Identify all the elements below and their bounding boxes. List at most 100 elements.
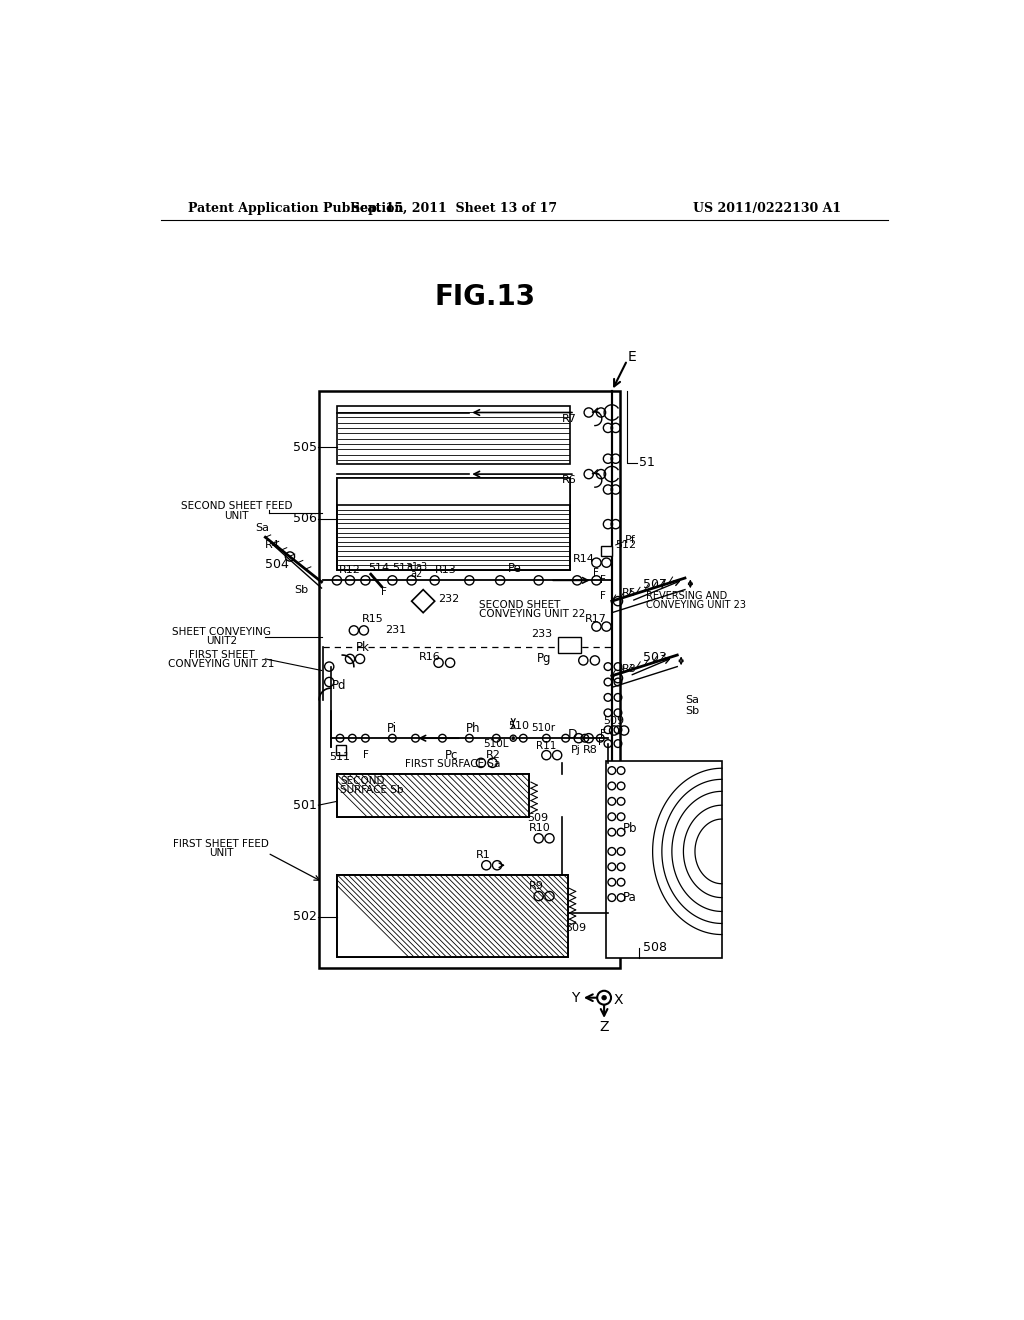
- Text: US 2011/0222130 A1: US 2011/0222130 A1: [692, 202, 841, 215]
- Text: D: D: [568, 727, 578, 741]
- Text: R11: R11: [537, 741, 557, 751]
- Text: 506: 506: [293, 512, 316, 525]
- Text: R14: R14: [573, 554, 595, 564]
- Text: R9: R9: [528, 880, 544, 891]
- Text: F: F: [381, 587, 387, 597]
- Text: CONVEYING UNIT 21: CONVEYING UNIT 21: [168, 659, 274, 669]
- Bar: [337, 775, 529, 817]
- Text: Pi: Pi: [387, 722, 397, 735]
- Text: Sb: Sb: [685, 706, 699, 717]
- Text: 514: 514: [368, 564, 389, 573]
- Text: R2: R2: [486, 750, 501, 760]
- Text: UNIT2: UNIT2: [206, 636, 237, 647]
- Text: R13: R13: [435, 565, 457, 576]
- Text: Pj: Pj: [571, 744, 581, 755]
- Text: Ph: Ph: [466, 722, 480, 735]
- Text: R1: R1: [475, 850, 490, 861]
- Text: R15: R15: [361, 614, 383, 624]
- Text: 231: 231: [385, 624, 406, 635]
- Text: 509: 509: [565, 924, 587, 933]
- Text: F: F: [600, 576, 606, 585]
- Text: CONVEYING UNIT 22: CONVEYING UNIT 22: [479, 610, 586, 619]
- Text: Pa: Pa: [624, 891, 637, 904]
- Text: R7: R7: [562, 413, 577, 424]
- Text: FIRST SHEET: FIRST SHEET: [188, 649, 254, 660]
- Text: Y: Y: [570, 991, 579, 1005]
- Text: Pf: Pf: [625, 536, 636, 545]
- Bar: [337, 874, 568, 957]
- Text: Pg: Pg: [538, 652, 552, 665]
- Text: 504: 504: [265, 558, 289, 572]
- Text: R6: R6: [562, 475, 577, 486]
- Text: a1: a1: [407, 561, 419, 572]
- Text: CONVEYING UNIT 23: CONVEYING UNIT 23: [646, 601, 746, 610]
- Text: 501: 501: [293, 799, 316, 812]
- Text: 505: 505: [293, 441, 316, 454]
- Text: Sa: Sa: [685, 694, 699, 705]
- Text: 51: 51: [639, 455, 654, 469]
- Text: R10: R10: [528, 824, 551, 833]
- Text: SHEET CONVEYING: SHEET CONVEYING: [172, 627, 271, 638]
- Text: F: F: [600, 730, 606, 739]
- Text: Sa: Sa: [255, 523, 269, 533]
- Text: Sb: Sb: [295, 585, 308, 594]
- Text: FIG.13: FIG.13: [434, 282, 536, 312]
- Text: UNIT: UNIT: [209, 847, 233, 858]
- Text: 512: 512: [615, 540, 637, 550]
- Text: 502: 502: [293, 911, 316, 924]
- Text: E: E: [628, 350, 636, 364]
- Bar: [337, 478, 570, 570]
- Text: 503: 503: [643, 651, 668, 664]
- Bar: [337, 407, 570, 465]
- Text: FIRST SURFACE Sa: FIRST SURFACE Sa: [406, 759, 501, 770]
- Text: X: X: [613, 993, 623, 1007]
- Text: SECOND: SECOND: [340, 776, 384, 785]
- Text: 232: 232: [438, 594, 460, 603]
- Bar: [337, 874, 568, 957]
- Text: a2: a2: [410, 569, 422, 579]
- Text: Pk: Pk: [356, 640, 370, 653]
- Text: 233: 233: [530, 630, 552, 639]
- Text: SECOND SHEET: SECOND SHEET: [479, 601, 561, 610]
- Text: 509: 509: [527, 813, 548, 824]
- Circle shape: [602, 995, 606, 1001]
- Text: F: F: [364, 750, 369, 760]
- Text: 508: 508: [643, 941, 667, 954]
- Text: FIRST SHEET FEED: FIRST SHEET FEED: [173, 838, 269, 849]
- Text: 507: 507: [643, 578, 668, 591]
- Bar: [601, 545, 611, 557]
- Bar: [606, 762, 722, 958]
- Text: F: F: [600, 591, 606, 601]
- Bar: [337, 874, 568, 957]
- Text: Pd: Pd: [333, 680, 347, 693]
- Text: 511: 511: [330, 752, 350, 763]
- Text: R3: R3: [622, 664, 637, 675]
- Bar: [558, 638, 581, 653]
- Text: SURFACE Sb: SURFACE Sb: [340, 785, 403, 795]
- Bar: [337, 775, 529, 817]
- Text: Pe: Pe: [508, 562, 522, 576]
- Text: F: F: [598, 737, 604, 747]
- Text: R5: R5: [622, 587, 637, 598]
- Text: R12: R12: [339, 565, 360, 576]
- Bar: [337, 506, 570, 570]
- Circle shape: [597, 991, 611, 1005]
- Text: 510L: 510L: [483, 739, 509, 748]
- Bar: [336, 744, 346, 755]
- Circle shape: [510, 735, 516, 742]
- Text: a3: a3: [416, 561, 428, 572]
- Text: R16: R16: [419, 652, 441, 663]
- Bar: [337, 775, 529, 817]
- Text: 510r: 510r: [531, 723, 555, 733]
- Text: REVERSING AND: REVERSING AND: [646, 591, 728, 601]
- Text: UNIT: UNIT: [224, 511, 249, 520]
- Text: R8: R8: [584, 744, 598, 755]
- Bar: [337, 478, 570, 506]
- Text: 513: 513: [392, 564, 414, 573]
- Circle shape: [512, 737, 515, 739]
- Bar: [337, 478, 570, 570]
- Text: Sep. 15, 2011  Sheet 13 of 17: Sep. 15, 2011 Sheet 13 of 17: [351, 202, 557, 215]
- Text: R4: R4: [265, 540, 281, 550]
- Text: SECOND SHEET FEED: SECOND SHEET FEED: [181, 502, 293, 511]
- Text: 510: 510: [508, 721, 528, 731]
